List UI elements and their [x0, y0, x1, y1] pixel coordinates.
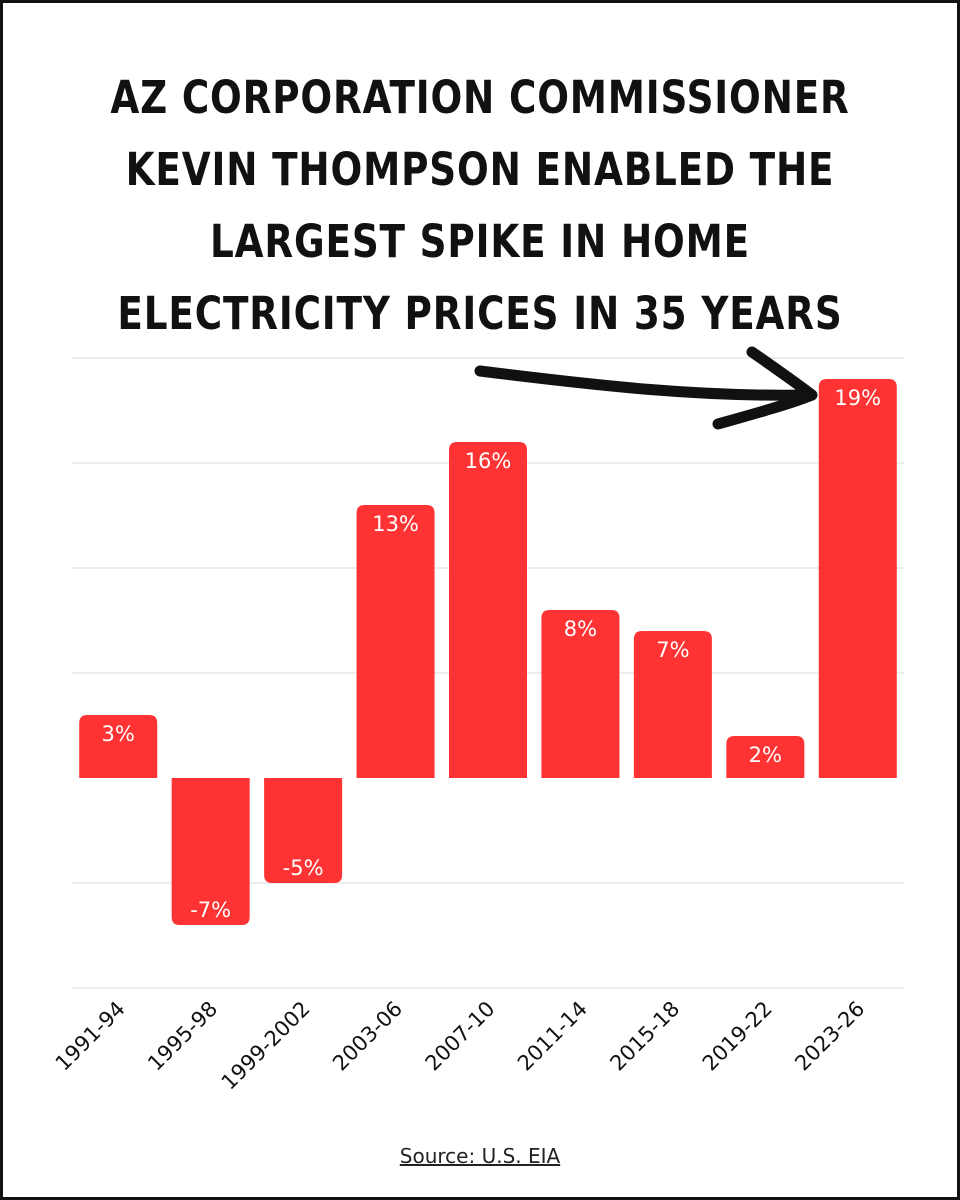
x-tick-label: 2019-22	[698, 997, 777, 1076]
bar-1999-2002	[264, 778, 343, 883]
x-tick-label: 2011-14	[513, 997, 592, 1076]
x-tick-label: 2023-26	[790, 997, 869, 1076]
bar-2019-22	[726, 736, 805, 778]
x-tick-label: 1999-2002	[217, 997, 315, 1095]
data-label: -5%	[283, 856, 324, 880]
bar-1991-94	[79, 715, 158, 778]
headline-line-4: electricity prices in 35 years	[117, 287, 843, 340]
x-tick-label: 2015-18	[605, 997, 684, 1076]
bar-2003-06	[356, 505, 435, 778]
data-label: 19%	[834, 386, 881, 410]
arrow-shaft	[474, 365, 814, 401]
headline-line-3: largest spike in home	[210, 215, 750, 268]
data-label: 8%	[564, 617, 597, 641]
headline-line-2: Kevin Thompson enabled the	[125, 143, 835, 196]
source-note: Source: U.S. EIA	[399, 1144, 561, 1168]
x-tick-label: 2007-10	[421, 997, 500, 1076]
data-label: 16%	[465, 449, 512, 473]
bar-2007-10	[449, 442, 527, 778]
headline-line-1: AZ Corporation Commissioner	[110, 71, 850, 124]
data-label: 3%	[102, 722, 135, 746]
x-tick-label: 1995-98	[143, 997, 222, 1076]
data-label: -7%	[190, 898, 231, 922]
data-label: 7%	[656, 638, 689, 662]
x-tick-label: 1991-94	[51, 997, 130, 1076]
data-label: 13%	[372, 512, 419, 536]
bar-1995-98	[171, 778, 250, 925]
x-tick-label: 2003-06	[328, 997, 407, 1076]
bar-2015-18	[633, 631, 712, 778]
bar-2023-26	[818, 379, 897, 778]
arrow-head	[712, 346, 818, 430]
data-label: 2%	[749, 743, 782, 767]
bar-2011-14	[541, 610, 620, 778]
headline: AZ Corporation Commissioner Kevin Thomps…	[82, 62, 879, 350]
